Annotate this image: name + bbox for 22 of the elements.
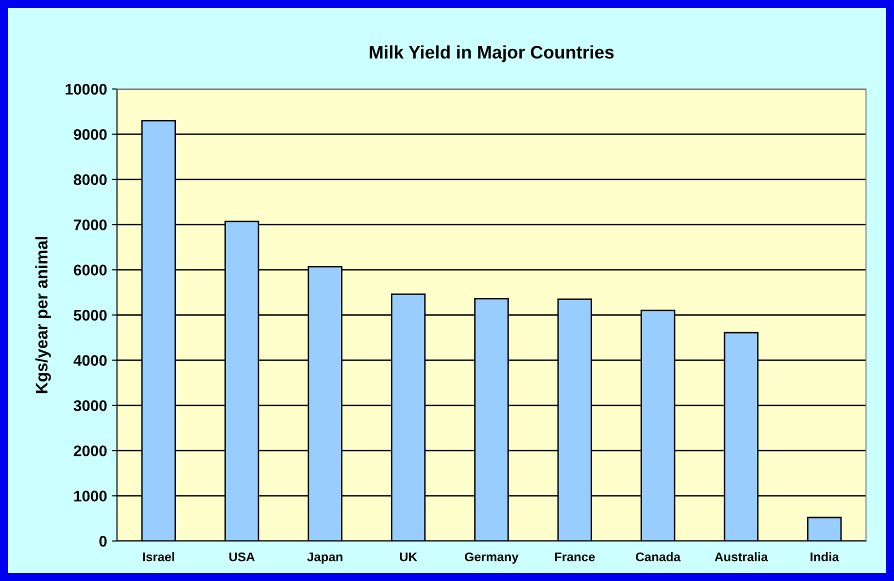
x-tick-label: Japan: [307, 552, 342, 564]
y-tick-label: 5000: [74, 310, 107, 321]
x-tick-label: USA: [229, 552, 255, 562]
x-tick-label: France: [555, 552, 595, 562]
x-tick-label: Israel: [143, 552, 174, 562]
y-tick-label: 3000: [74, 400, 107, 412]
x-tick-label: UK: [400, 552, 418, 562]
x-tick-label: Australia: [714, 552, 768, 562]
y-tick-label: 1000: [74, 490, 107, 502]
y-tick-label: 8000: [74, 174, 107, 186]
x-tick-label: India: [810, 552, 840, 562]
y-tick-label: 0: [99, 536, 107, 547]
y-tick-label: 7000: [74, 219, 107, 230]
y-axis-title: Kgs/year per animal: [35, 236, 51, 394]
x-tick-label: Canada: [636, 552, 681, 562]
x-tick-label: Germany: [464, 552, 519, 564]
y-tick-label: 2000: [74, 445, 107, 456]
y-tick-label: 6000: [74, 264, 107, 276]
y-tick-label: 4000: [74, 355, 107, 366]
chart-title: Milk Yield in Major Countries: [370, 45, 614, 62]
y-tick-label: 10000: [66, 84, 107, 95]
y-tick-label: 9000: [74, 129, 107, 140]
